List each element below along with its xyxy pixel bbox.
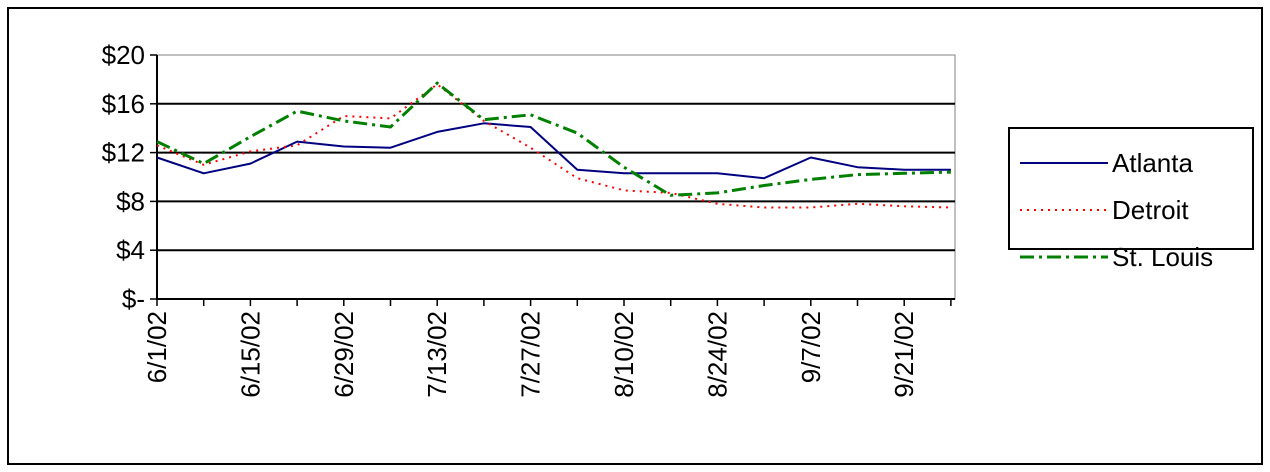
x-tick-label: 7/13/02 [422, 311, 452, 398]
x-tick-label: 8/10/02 [609, 311, 639, 398]
series-line-st-louis [156, 81, 951, 197]
axes [150, 54, 955, 306]
x-tick-label: 6/29/02 [329, 311, 359, 398]
x-tick-label: 9/21/02 [889, 311, 919, 398]
x-tick-label: 7/27/02 [516, 311, 546, 398]
y-tick-labels: $- $4 $8 $12 $16 $20 [102, 40, 145, 314]
legend-label: Detroit [1112, 195, 1189, 225]
x-tick-label: 8/24/02 [702, 311, 732, 398]
series-lines [156, 81, 951, 209]
y-tick-label: $- [122, 284, 145, 314]
y-tick-label: $8 [116, 186, 145, 216]
x-tick-labels: 6/1/02 6/15/02 6/29/02 7/13/02 7/27/02 8/10/0… [142, 311, 919, 398]
legend-label: St. Louis [1112, 242, 1213, 272]
legend-box [1008, 127, 1254, 250]
legend-label: Atlanta [1112, 148, 1193, 178]
x-tick-label: 6/1/02 [142, 311, 172, 383]
x-tick-label: 6/15/02 [235, 311, 265, 398]
legend: Atlanta Detroit St. Louis [1008, 127, 1254, 272]
x-tick-label: 9/7/02 [796, 311, 826, 383]
y-tick-label: $4 [116, 235, 145, 265]
y-tick-label: $16 [102, 89, 145, 119]
y-tick-label: $20 [102, 40, 145, 70]
y-tick-label: $12 [102, 138, 145, 168]
series-line-atlanta [156, 122, 951, 180]
